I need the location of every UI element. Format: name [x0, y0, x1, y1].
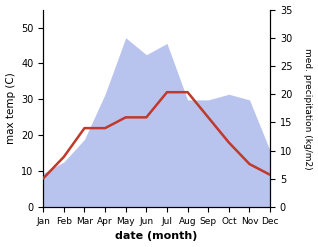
Y-axis label: med. precipitation (kg/m2): med. precipitation (kg/m2) [303, 48, 313, 169]
X-axis label: date (month): date (month) [115, 231, 198, 242]
Y-axis label: max temp (C): max temp (C) [5, 72, 16, 144]
